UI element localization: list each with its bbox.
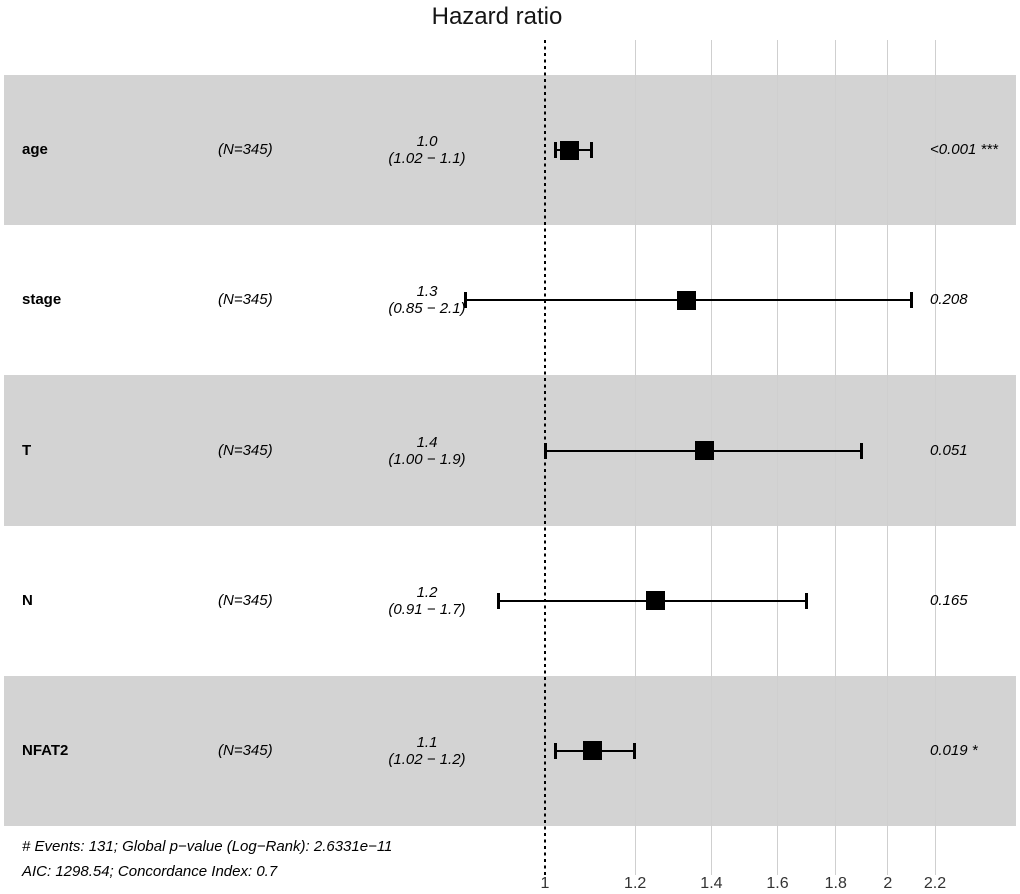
variable-label: stage xyxy=(22,291,62,309)
estimate-value: 1.4 xyxy=(416,433,438,451)
events-global-pvalue-note: # Events: 131; Global p−value (Log−Rank)… xyxy=(22,838,393,855)
sample-size: (N=345) xyxy=(218,591,273,609)
row-band xyxy=(4,75,1016,226)
gridline xyxy=(634,40,636,875)
p-value: <0.001 *** xyxy=(930,141,998,159)
estimate-value: 1.2 xyxy=(416,583,438,601)
sample-size: (N=345) xyxy=(218,141,273,159)
hr-marker xyxy=(582,741,602,761)
estimate-ci: (1.02 − 1.1) xyxy=(388,150,466,168)
x-tick-label: 2.2 xyxy=(923,875,947,892)
sample-size: (N=345) xyxy=(218,741,273,759)
ci-cap-high xyxy=(909,292,913,309)
x-tick-label: 2 xyxy=(883,875,893,892)
estimate-value: 1.0 xyxy=(416,133,438,151)
x-tick-label: 1.2 xyxy=(624,875,647,892)
x-tick-label: 1.4 xyxy=(700,875,723,892)
variable-label: N xyxy=(22,591,33,609)
estimate-ci: (1.00 − 1.9) xyxy=(388,450,466,468)
gridline xyxy=(887,40,889,875)
estimate-text: 1.1 (1.02 − 1.2) xyxy=(345,734,509,768)
ci-cap-low xyxy=(497,592,501,609)
ci-cap-low xyxy=(553,142,557,159)
model-stats-footer: # Events: 131; Global p−value (Log−Rank)… xyxy=(22,834,392,884)
row-band xyxy=(4,675,1016,826)
estimate-text: 1.2 (0.91 − 1.7) xyxy=(345,584,509,618)
ci-cap-high xyxy=(805,592,809,609)
p-value: 0.208 xyxy=(930,291,968,309)
variable-label: age xyxy=(22,141,48,159)
p-value: 0.019 * xyxy=(930,741,978,759)
variable-label: NFAT2 xyxy=(22,741,69,759)
ci-cap-high xyxy=(633,742,637,759)
estimate-text: 1.0 (1.02 − 1.1) xyxy=(345,133,509,167)
estimate-value: 1.3 xyxy=(416,283,438,301)
x-tick-label: 1 xyxy=(540,875,550,892)
estimate-text: 1.4 (1.00 − 1.9) xyxy=(345,434,509,468)
gridline xyxy=(835,40,837,875)
ci-cap-low xyxy=(553,742,557,759)
hr-marker xyxy=(694,441,714,460)
p-value: 0.051 xyxy=(930,441,968,459)
sample-size: (N=345) xyxy=(218,291,273,309)
sample-size: (N=345) xyxy=(218,441,273,459)
estimate-ci: (0.85 − 2.1) xyxy=(388,300,466,318)
ci-cap-low xyxy=(463,292,467,309)
ci-cap-high xyxy=(590,142,594,159)
ci-cap-high xyxy=(860,442,864,459)
estimate-ci: (1.02 − 1.2) xyxy=(388,750,466,768)
estimate-value: 1.1 xyxy=(416,733,438,751)
gridline xyxy=(776,40,778,875)
estimate-text: 1.3 (0.85 − 2.1) xyxy=(345,283,509,317)
x-tick-label: 1.6 xyxy=(766,875,789,892)
hr-marker xyxy=(645,591,665,611)
hr-marker xyxy=(559,140,579,160)
variable-label: T xyxy=(22,441,32,459)
ci-cap-low xyxy=(544,442,547,459)
hr-marker xyxy=(676,290,696,310)
chart-title: Hazard ratio xyxy=(431,3,563,30)
x-tick-label: 1.8 xyxy=(824,875,847,892)
estimate-ci: (0.91 − 1.7) xyxy=(388,600,466,618)
aic-concordance-note: AIC: 1298.54; Concordance Index: 0.7 xyxy=(22,863,278,880)
p-value: 0.165 xyxy=(930,591,968,609)
gridline xyxy=(934,40,936,875)
